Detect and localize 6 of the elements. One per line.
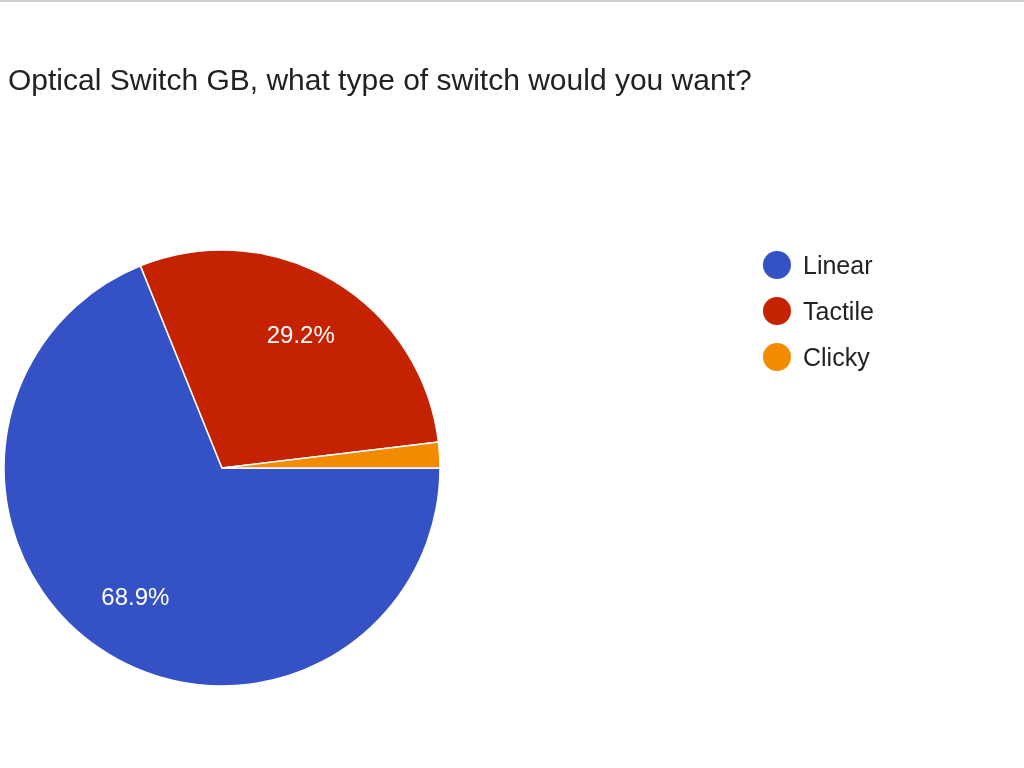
chart-title: Optical Switch GB, what type of switch would you want? xyxy=(8,63,752,96)
data-label: 29.2% xyxy=(266,321,335,349)
legend-label: Linear xyxy=(803,251,873,279)
legend-label: Tactile xyxy=(803,297,874,325)
data-label: 68.9% xyxy=(101,582,170,610)
legend-label: Clicky xyxy=(803,343,871,371)
